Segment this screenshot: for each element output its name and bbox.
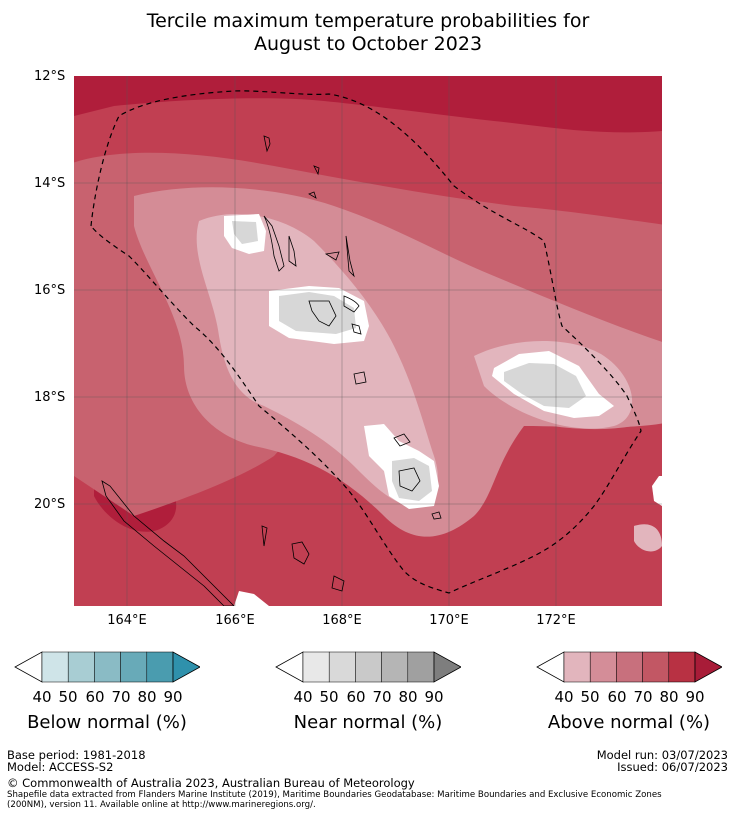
cb0-tick-50: 50	[58, 688, 78, 706]
region-white-far-east	[652, 476, 662, 506]
colorbar-segment-2	[94, 651, 121, 683]
footer-shapefile-line1: Shapefile data extracted from Flanders M…	[7, 790, 662, 800]
colorbar-segment-0	[563, 651, 591, 683]
lat-label-16s: 16°S	[34, 283, 66, 298]
colorbar-extend-low	[275, 651, 304, 683]
cb2-tick-40: 40	[554, 688, 574, 706]
region-near-normal-central	[279, 292, 356, 334]
region-near-normal-south	[392, 458, 432, 501]
colorbar-near-normal	[275, 651, 461, 683]
map-gridlines	[74, 76, 662, 606]
colorbar-segment-3	[120, 651, 148, 683]
colorbar-extend-high	[694, 651, 722, 683]
colorbar-extend-high	[433, 651, 461, 683]
region-white-southwest	[234, 591, 269, 606]
cb1-tick-90: 90	[424, 688, 444, 706]
colorbar-segment-2	[616, 651, 643, 683]
colorbar-segment-4	[668, 651, 696, 683]
colorbar-segment-1	[328, 651, 356, 683]
colorbar-above-normal	[536, 651, 722, 683]
colorbar-segment-0	[302, 651, 330, 683]
cb0-tick-60: 60	[85, 688, 105, 706]
footer-model-run: Model run: 03/07/2023	[596, 748, 728, 762]
lon-label-166e: 166°E	[215, 613, 255, 628]
cb2-tick-60: 60	[607, 688, 627, 706]
colorbar-segment-1	[67, 651, 95, 683]
cb2-tick-50: 50	[580, 688, 600, 706]
region-above-90-north	[74, 76, 662, 133]
cb1-tick-50: 50	[319, 688, 339, 706]
colorbar-segment-2	[355, 651, 382, 683]
lon-label-164e: 164°E	[107, 613, 147, 628]
lat-label-20s: 20°S	[34, 497, 66, 512]
cb1-tick-60: 60	[346, 688, 366, 706]
colorbar-segment-0	[41, 651, 69, 683]
lat-label-18s: 18°S	[34, 390, 66, 405]
region-near-normal-north	[232, 221, 258, 244]
lat-label-12s: 12°S	[34, 69, 66, 84]
cb1-tick-40: 40	[293, 688, 313, 706]
lat-label-14s: 14°S	[34, 176, 66, 191]
chart-title-line2: August to October 2023	[253, 33, 483, 55]
colorbar-extend-high	[172, 651, 200, 683]
colorbar-below-normal	[14, 651, 200, 683]
cb0-tick-90: 90	[163, 688, 183, 706]
cb2-tick-90: 90	[685, 688, 705, 706]
colorbar-segment-4	[407, 651, 435, 683]
footer-base-period: Base period: 1981-2018	[7, 748, 146, 762]
chart-title-line1: Tercile maximum temperature probabilitie…	[146, 10, 590, 32]
colorbar-segment-4	[146, 651, 174, 683]
colorbar-segment-3	[381, 651, 409, 683]
eez-boundary	[90, 90, 642, 594]
cb1-tick-80: 80	[398, 688, 418, 706]
probability-map	[74, 76, 662, 606]
colorbar-segment-3	[642, 651, 670, 683]
cb0-tick-70: 70	[111, 688, 131, 706]
lon-label-170e: 170°E	[429, 613, 469, 628]
lon-label-168e: 168°E	[322, 613, 362, 628]
colorbar-title-above: Above normal (%)	[547, 712, 711, 733]
cb2-tick-70: 70	[633, 688, 653, 706]
footer-shapefile-line2: (200NM), version 11. Available online at…	[7, 800, 316, 810]
coastlines	[101, 135, 442, 606]
cb1-tick-70: 70	[372, 688, 392, 706]
colorbar-title-below: Below normal (%)	[27, 712, 187, 733]
cb0-tick-40: 40	[32, 688, 52, 706]
colorbar-title-near: Near normal (%)	[293, 712, 443, 733]
footer-copyright: © Commonwealth of Australia 2023, Austra…	[7, 776, 415, 790]
colorbar-extend-low	[14, 651, 43, 683]
colorbar-extend-low	[536, 651, 565, 683]
cb2-tick-80: 80	[659, 688, 679, 706]
region-near-normal-east	[504, 363, 586, 408]
footer-issued: Issued: 06/07/2023	[617, 760, 728, 774]
region-above-50-southeast	[634, 524, 662, 552]
footer-model: Model: ACCESS-S2	[7, 760, 114, 774]
lon-label-172e: 172°E	[536, 613, 576, 628]
cb0-tick-80: 80	[137, 688, 157, 706]
colorbar-segment-1	[589, 651, 617, 683]
